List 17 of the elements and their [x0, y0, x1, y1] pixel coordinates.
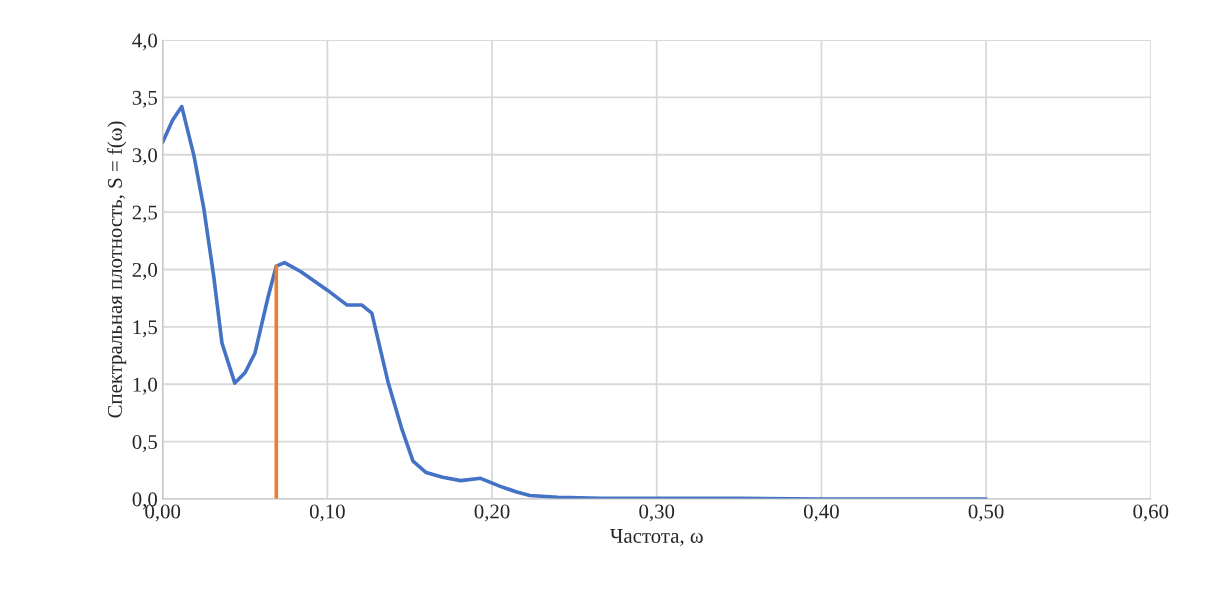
x-axis-title: Частота, ω — [610, 529, 703, 546]
y-tick-label: 3,0 — [132, 148, 158, 166]
x-tick-label: 0,60 — [1133, 504, 1169, 522]
y-tick-label: 3,5 — [132, 90, 157, 108]
y-tick-label: 1,5 — [133, 320, 157, 338]
x-tick-label: 0,30 — [639, 504, 675, 522]
y-tick-label: 2,0 — [132, 262, 158, 280]
x-tick-label: 0,20 — [474, 504, 510, 522]
x-tick-label: 0,40 — [803, 504, 839, 522]
y-tick-label: 0,5 — [132, 434, 157, 453]
x-tick-label: 0,10 — [309, 504, 345, 522]
y-tick-label: 1,0 — [133, 377, 158, 395]
line-series — [162, 104, 988, 499]
y-axis-title: Спектральная плотность, S = f(ω) — [107, 121, 127, 418]
y-tick-label: 4,0 — [132, 33, 158, 51]
y-tick-label: 2,5 — [132, 205, 157, 223]
x-tick-label: 0,50 — [968, 504, 1004, 522]
